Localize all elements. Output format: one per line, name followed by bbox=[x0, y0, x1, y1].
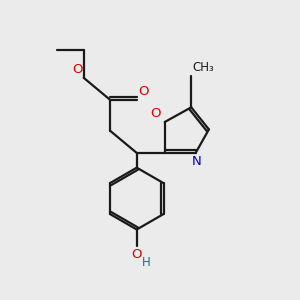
Text: O: O bbox=[151, 107, 161, 120]
Text: CH₃: CH₃ bbox=[193, 61, 214, 74]
Text: O: O bbox=[131, 248, 141, 261]
Text: N: N bbox=[192, 155, 202, 168]
Text: H: H bbox=[142, 256, 151, 269]
Text: O: O bbox=[138, 85, 148, 98]
Text: O: O bbox=[72, 63, 83, 76]
